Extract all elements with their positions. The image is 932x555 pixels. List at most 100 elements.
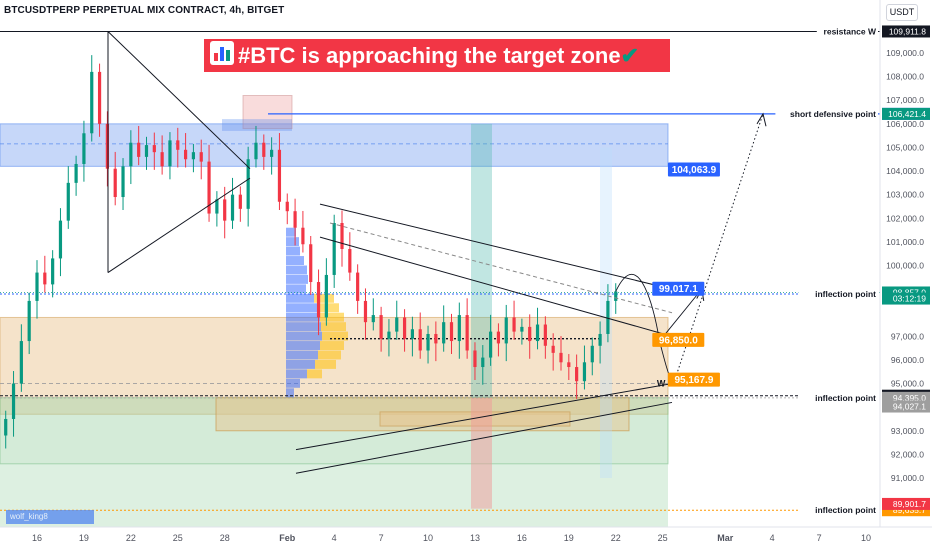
candle-body — [551, 345, 555, 353]
target-label-text: 95,167.9 — [674, 375, 713, 386]
price-tag — [882, 497, 930, 510]
candle-body — [520, 326, 524, 332]
price-tick-label: 105,000.0 — [886, 142, 924, 152]
candle-body — [183, 149, 188, 160]
target-label-box — [652, 281, 705, 296]
price-tick-label: 101,000.0 — [886, 237, 924, 247]
candle-body — [160, 152, 164, 167]
projection-curve-up — [615, 273, 660, 342]
trendline-triangle-top — [107, 31, 251, 170]
channel-lower-line — [319, 236, 673, 337]
volume-profile-bar — [286, 256, 304, 265]
volume-profile-bar — [286, 265, 307, 275]
volume-profile-bar — [286, 350, 318, 360]
level-label: inflection point — [815, 505, 876, 515]
candle-body — [215, 199, 219, 214]
candle-body — [528, 326, 532, 342]
candle-body — [481, 357, 485, 368]
price-tick-label: 100,000.0 — [886, 261, 924, 271]
time-tick-label: 25 — [173, 533, 183, 543]
time-axis — [0, 527, 932, 550]
level-price-tag-text: 109,911.8 — [889, 26, 926, 36]
candle-body — [473, 350, 477, 368]
level-label-bg — [798, 504, 878, 517]
candle-body — [449, 322, 454, 342]
volume-profile-bar — [286, 237, 299, 247]
wedge-support-lower-line — [295, 401, 673, 474]
volume-profile-bar — [286, 388, 294, 398]
candle-body — [152, 145, 156, 153]
volume-profile-bar — [286, 331, 322, 341]
level-price-tag — [882, 25, 930, 38]
price-tag — [882, 107, 930, 120]
volume-profile-bar — [286, 293, 314, 303]
price-tick-label: 91,000.0 — [891, 473, 924, 483]
volume-profile-bar — [286, 378, 300, 388]
level-label: short defensive point — [790, 109, 876, 119]
time-tick-label: 4 — [770, 533, 775, 543]
time-tick-label: 13 — [470, 533, 480, 543]
candle-body — [270, 149, 274, 157]
candle-body — [363, 300, 368, 323]
candle-body — [543, 324, 547, 346]
time-tick-label: 19 — [564, 533, 574, 543]
candle-body — [332, 223, 336, 275]
candle-body — [254, 142, 258, 160]
candle-body — [442, 322, 446, 344]
volume-profile-bar — [320, 341, 344, 350]
candle-body — [176, 140, 180, 150]
candle-body — [606, 300, 610, 334]
price-tick-label: 95,000.0 — [891, 379, 924, 389]
price-tick-label: 109,000.0 — [886, 48, 924, 58]
volume-profile-bar — [286, 303, 317, 313]
candle-body — [348, 248, 352, 273]
price-tick-label: 97,000.0 — [891, 331, 924, 341]
candle-body — [465, 315, 469, 351]
price-tick-label: 93,000.0 — [891, 426, 924, 436]
time-tick-label: 19 — [79, 533, 89, 543]
candle-body — [567, 362, 571, 368]
price-tag-text: 106,421.4 — [888, 109, 926, 119]
wedge-support-line — [295, 383, 673, 451]
candle-body — [113, 168, 117, 198]
candle-body — [614, 291, 618, 301]
volume-profile-bar — [286, 227, 296, 237]
volume-profile-bar — [318, 350, 341, 360]
volume-profile-bar — [321, 322, 346, 332]
candle-body — [51, 258, 55, 285]
candle-body — [137, 142, 141, 157]
candle-body — [457, 315, 461, 342]
candle-body — [223, 199, 227, 221]
price-tick-label: 92,000.0 — [891, 449, 924, 459]
price-tick-label: 102,000.0 — [886, 213, 924, 223]
pattern-label-w: W — [657, 379, 666, 389]
channel-upper-line — [319, 203, 673, 290]
level-label: inflection point — [815, 393, 876, 403]
candle-body — [395, 317, 399, 332]
candle-body — [246, 159, 250, 209]
candle-body — [4, 418, 8, 436]
currency-button[interactable]: USDT — [886, 4, 918, 21]
candle-body — [129, 142, 133, 167]
trendline-triangle-bottom — [107, 177, 251, 273]
volume-profile-bar — [320, 312, 344, 322]
volume-profile-bar — [317, 303, 339, 313]
time-tick-label: 25 — [658, 533, 668, 543]
candle-body — [410, 329, 414, 339]
candle-body — [489, 331, 493, 358]
level-label: resistance W — [824, 26, 877, 36]
check-icon: ✔ — [620, 43, 640, 68]
candle-body — [82, 133, 86, 164]
price-tag — [882, 400, 930, 413]
candle-body — [434, 333, 438, 344]
target-label-text: 104,063.9 — [672, 165, 717, 176]
volume-profile-bar — [286, 246, 300, 256]
target-label-box — [667, 162, 720, 177]
time-tick-label: 22 — [611, 533, 621, 543]
volume-profile-bar — [286, 312, 320, 322]
time-tick-label: 7 — [379, 533, 384, 543]
ob-box-blue — [222, 119, 292, 131]
time-tick-label: 16 — [32, 533, 42, 543]
